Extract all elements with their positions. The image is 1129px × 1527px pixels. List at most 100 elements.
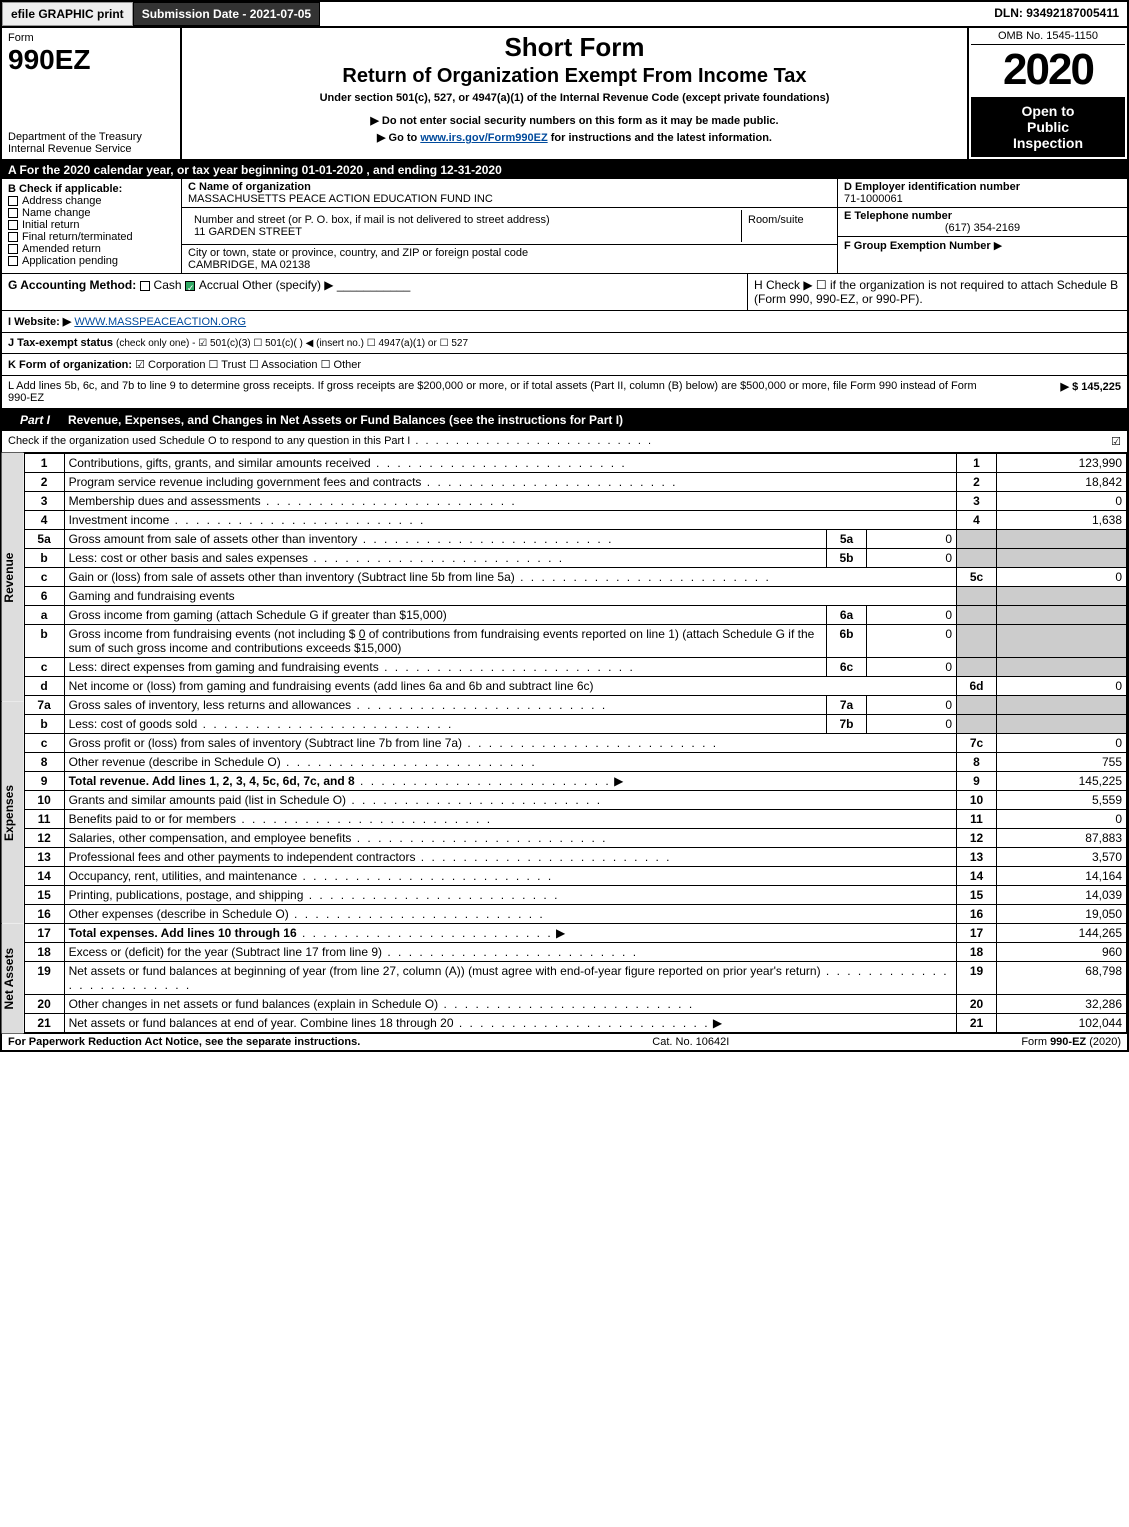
lbl-amended-return: Amended return <box>22 243 101 255</box>
line-9: 9 Total revenue. Add lines 1, 2, 3, 4, 5c… <box>24 772 1126 791</box>
j-label: J Tax-exempt status <box>8 337 113 349</box>
l18-d: Excess or (deficit) for the year (Subtra… <box>64 943 956 962</box>
header-left: Form 990EZ Department of the Treasury In… <box>2 28 182 159</box>
l5c-r: 5c <box>957 568 997 587</box>
l9-r: 9 <box>957 772 997 791</box>
city-state-zip: CAMBRIDGE, MA 02138 <box>188 259 831 271</box>
row-a-taxyear: A For the 2020 calendar year, or tax yea… <box>2 161 1127 179</box>
open1: Open to <box>975 103 1121 119</box>
top-bar: efile GRAPHIC print Submission Date - 20… <box>2 2 1127 28</box>
chk-application-pending[interactable] <box>8 256 18 266</box>
l-text: L Add lines 5b, 6c, and 7b to line 9 to … <box>8 380 1001 404</box>
l6b-sn: 6b <box>827 625 867 658</box>
l9-n: 9 <box>24 772 64 791</box>
l21-r: 21 <box>957 1014 997 1033</box>
irs-link[interactable]: www.irs.gov/Form990EZ <box>420 132 547 144</box>
l21-d: Net assets or fund balances at end of ye… <box>69 1016 454 1030</box>
l20-d: Other changes in net assets or fund bala… <box>64 995 956 1014</box>
lbl-address-change: Address change <box>22 195 102 207</box>
l17-arrow: ▶ <box>556 926 565 940</box>
l7a-shade2 <box>997 696 1127 715</box>
side-revenue: Revenue <box>2 453 24 702</box>
row-l: L Add lines 5b, 6c, and 7b to line 9 to … <box>2 376 1127 409</box>
line-1: 1Contributions, gifts, grants, and simil… <box>24 454 1126 473</box>
website-link[interactable]: WWW.MASSPEACEACTION.ORG <box>74 316 246 328</box>
l6d-d: Net income or (loss) from gaming and fun… <box>64 677 956 696</box>
chk-initial-return[interactable] <box>8 220 18 230</box>
l7a-sn: 7a <box>827 696 867 715</box>
l7a-sv: 0 <box>867 696 957 715</box>
line-7b: bLess: cost of goods sold7b0 <box>24 715 1126 734</box>
l15-n: 15 <box>24 886 64 905</box>
chk-final-return[interactable] <box>8 232 18 242</box>
l13-d: Professional fees and other payments to … <box>64 848 956 867</box>
l15-a: 14,039 <box>997 886 1127 905</box>
line-12: 12Salaries, other compensation, and empl… <box>24 829 1126 848</box>
l6-shade1 <box>957 587 997 606</box>
l11-n: 11 <box>24 810 64 829</box>
l21-n: 21 <box>24 1014 64 1033</box>
l1-a: 123,990 <box>997 454 1127 473</box>
lbl-application-pending: Application pending <box>22 255 118 267</box>
lbl-final-return: Final return/terminated <box>22 231 133 243</box>
l6b-shade2 <box>997 625 1127 658</box>
form-word: Form <box>8 32 174 44</box>
lbl-cash: Cash <box>154 278 182 292</box>
l6a-sv: 0 <box>867 606 957 625</box>
l18-r: 18 <box>957 943 997 962</box>
j-options: (check only one) - ☑ 501(c)(3) ☐ 501(c)(… <box>116 338 468 349</box>
lbl-name-change: Name change <box>22 207 91 219</box>
l10-d: Grants and similar amounts paid (list in… <box>64 791 956 810</box>
line-13: 13Professional fees and other payments t… <box>24 848 1126 867</box>
l9-d: Total revenue. Add lines 1, 2, 3, 4, 5c,… <box>69 774 355 788</box>
part1-check-text: Check if the organization used Schedule … <box>8 435 653 448</box>
l20-r: 20 <box>957 995 997 1014</box>
line-19: 19Net assets or fund balances at beginni… <box>24 962 1126 995</box>
l6b-d: Gross income from fundraising events (no… <box>64 625 826 658</box>
l18-n: 18 <box>24 943 64 962</box>
tax-year: 2020 <box>971 45 1125 95</box>
l19-n: 19 <box>24 962 64 995</box>
l6-n: 6 <box>24 587 64 606</box>
l5a-shade2 <box>997 530 1127 549</box>
i-label: I Website: ▶ <box>8 316 71 328</box>
l15-d: Printing, publications, postage, and shi… <box>64 886 956 905</box>
l1-r: 1 <box>957 454 997 473</box>
lbl-other-specify: Other (specify) ▶ <box>242 278 333 292</box>
goto-pre: Go to <box>377 132 420 144</box>
chk-amended-return[interactable] <box>8 244 18 254</box>
chk-address-change[interactable] <box>8 196 18 206</box>
line-7a: 7aGross sales of inventory, less returns… <box>24 696 1126 715</box>
l8-n: 8 <box>24 753 64 772</box>
chk-cash[interactable] <box>140 281 150 291</box>
line-10: 10Grants and similar amounts paid (list … <box>24 791 1126 810</box>
form-header: Form 990EZ Department of the Treasury In… <box>2 28 1127 161</box>
row-i: I Website: ▶ WWW.MASSPEACEACTION.ORG <box>2 311 1127 333</box>
l6d-n: d <box>24 677 64 696</box>
chk-name-change[interactable] <box>8 208 18 218</box>
room-suite-label: Room/suite <box>741 210 831 242</box>
l6c-d: Less: direct expenses from gaming and fu… <box>64 658 826 677</box>
h-box: H Check ▶ ☐ if the organization is not r… <box>747 274 1127 310</box>
org-name: MASSACHUSETTS PEACE ACTION EDUCATION FUN… <box>188 193 831 205</box>
line-18: 18Excess or (deficit) for the year (Subt… <box>24 943 1126 962</box>
lines-table: 1Contributions, gifts, grants, and simil… <box>24 453 1127 1033</box>
efile-print-button[interactable]: efile GRAPHIC print <box>2 2 133 26</box>
city-label: City or town, state or province, country… <box>188 247 831 259</box>
l17-r: 17 <box>957 924 997 943</box>
box-b: B Check if applicable: Address change Na… <box>2 179 182 273</box>
row-j: J Tax-exempt status (check only one) - ☑… <box>2 333 1127 354</box>
footer-center: Cat. No. 10642I <box>652 1036 729 1048</box>
addr-label: Number and street (or P. O. box, if mail… <box>194 214 735 226</box>
l6c-shade2 <box>997 658 1127 677</box>
l14-r: 14 <box>957 867 997 886</box>
l8-d: Other revenue (describe in Schedule O) <box>64 753 956 772</box>
form-title: Short Form <box>188 32 961 63</box>
chk-accrual[interactable] <box>185 281 195 291</box>
l3-r: 3 <box>957 492 997 511</box>
l19-r: 19 <box>957 962 997 995</box>
l5a-shade1 <box>957 530 997 549</box>
k-label: K Form of organization: <box>8 359 132 371</box>
l11-d: Benefits paid to or for members <box>64 810 956 829</box>
l5b-n: b <box>24 549 64 568</box>
